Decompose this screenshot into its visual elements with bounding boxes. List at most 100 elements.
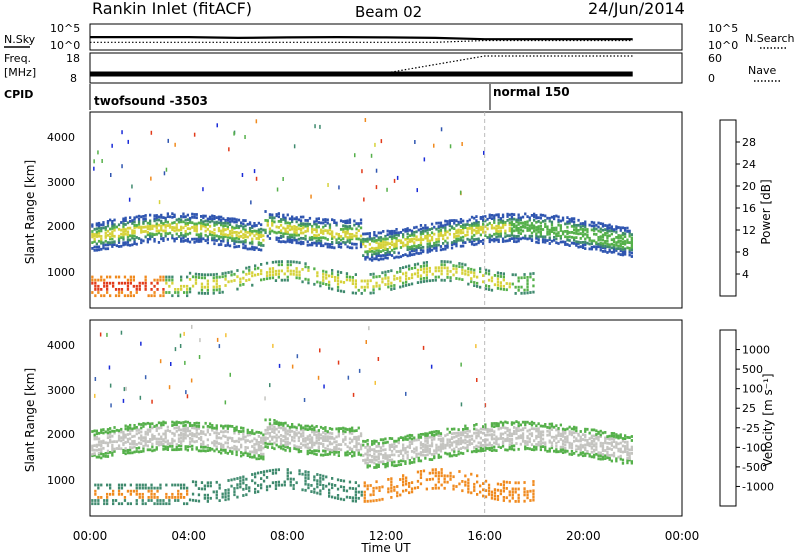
velocity-echo-cell [355, 440, 358, 444]
power-echo-cell [120, 221, 123, 224]
velocity-echo-speck [278, 363, 281, 368]
velocity-echo-cell [573, 435, 576, 439]
velocity-echo-cell [424, 454, 427, 457]
power-echo-cell [593, 221, 596, 225]
power-echo-cell [140, 241, 143, 245]
power-echo-cell [564, 235, 567, 239]
power-echo-cell [559, 240, 562, 244]
power-echo-cell [231, 225, 234, 229]
velocity-echo-cell [561, 439, 565, 443]
power-echo-cell [419, 232, 423, 236]
velocity-echo-cell [206, 493, 209, 497]
power-echo-cell [466, 237, 469, 241]
cpid-segment-2: normal 150 [493, 85, 570, 99]
power-echo-cell [566, 229, 569, 233]
velocity-echo-cell [248, 455, 252, 459]
velocity-echo-cell [402, 438, 405, 442]
velocity-echo-cell [106, 431, 110, 435]
velocity-echo-cell [442, 437, 445, 441]
power-echo-cell [284, 229, 287, 233]
power-echo-cell [371, 250, 374, 253]
power-echo-cell [129, 220, 132, 223]
velocity-echo-cell [255, 438, 258, 442]
power-echo-cell [224, 233, 227, 237]
power-echo-cell [612, 237, 616, 241]
power-echo-cell [174, 288, 177, 291]
velocity-echo-cell [313, 426, 316, 430]
power-echo-cell [402, 281, 405, 285]
power-echo-cell [584, 228, 587, 232]
power-echo-cell [501, 240, 505, 243]
power-echo-cell [211, 230, 214, 234]
power-echo-cell [393, 284, 396, 287]
velocity-echo-cell [513, 448, 516, 452]
velocity-echo-speck [475, 344, 477, 349]
velocity-echo-cell [378, 486, 381, 489]
power-echo-cell [298, 261, 301, 265]
power-echo-cell [434, 278, 437, 282]
power-echo-cell [133, 231, 136, 235]
velocity-echo-cell [619, 450, 622, 453]
velocity-echo-cell [393, 442, 396, 446]
power-echo-cell [228, 223, 232, 226]
velocity-echo-cell [524, 440, 527, 443]
velocity-echo-cell [224, 435, 227, 438]
power-echo-cell [206, 238, 209, 241]
power-echo-cell [146, 240, 149, 244]
velocity-echo-speck [183, 331, 185, 336]
power-echo-cell [197, 240, 201, 243]
velocity-echo-cell [111, 448, 114, 452]
power-echo-cell [293, 230, 296, 234]
power-echo-cell [224, 224, 227, 227]
power-echo-cell [573, 220, 576, 224]
power-echo-cell [468, 227, 471, 230]
power-echo-cell [236, 275, 239, 279]
power-echo-cell [283, 272, 286, 276]
velocity-echo-cell [135, 486, 138, 490]
power-echo-cell [442, 242, 445, 245]
velocity-echo-cell [197, 425, 201, 428]
power-echo-cell [95, 222, 98, 226]
power-echo-cell [299, 231, 303, 235]
velocity-echo-cell [495, 440, 498, 443]
power-echo-cell [568, 221, 571, 225]
velocity-echo-cell [501, 421, 505, 425]
velocity-echo-cell [168, 429, 172, 433]
time-tick-0: 00:00 [73, 529, 108, 543]
velocity-echo-cell [519, 434, 522, 438]
velocity-echo-cell [366, 450, 369, 454]
power-echo-cell [626, 246, 629, 250]
power-echo-cell [151, 224, 154, 228]
power-echo-cell [109, 275, 112, 279]
power-echo-cell [402, 254, 405, 257]
power-echo-cell [213, 217, 216, 221]
power-echo-cell [348, 218, 352, 222]
velocity-echo-cell [137, 422, 141, 426]
velocity-echo-cell [530, 434, 534, 438]
power-echo-cell [428, 279, 431, 283]
velocity-echo-cell [575, 444, 578, 448]
velocity-echo-cell [504, 448, 507, 452]
power-echo-cell [306, 229, 309, 233]
velocity-echo-cell [455, 445, 458, 448]
velocity-echo-cell [364, 446, 367, 449]
velocity-echo-cell [537, 432, 540, 436]
power-echo-cell [539, 216, 542, 220]
power-echo-cell [271, 223, 274, 227]
velocity-echo-cell [617, 447, 620, 451]
power-echo-cell [599, 235, 602, 239]
power-echo-speck [282, 177, 284, 181]
velocity-echo-cell [228, 424, 232, 428]
velocity-echo-cell [200, 432, 203, 435]
velocity-echo-cell [624, 437, 627, 440]
power-echo-cell [244, 244, 247, 248]
power-echo-cell [197, 235, 201, 239]
velocity-echo-cell [404, 435, 407, 439]
velocity-echo-cell [397, 450, 400, 453]
velocity-echo-cell [355, 435, 358, 439]
power-echo-cell [271, 221, 274, 225]
power-echo-cell [479, 216, 482, 219]
power-echo-cell [277, 269, 280, 273]
velocity-echo-cell [122, 438, 125, 442]
velocity-echo-cell [271, 481, 275, 485]
